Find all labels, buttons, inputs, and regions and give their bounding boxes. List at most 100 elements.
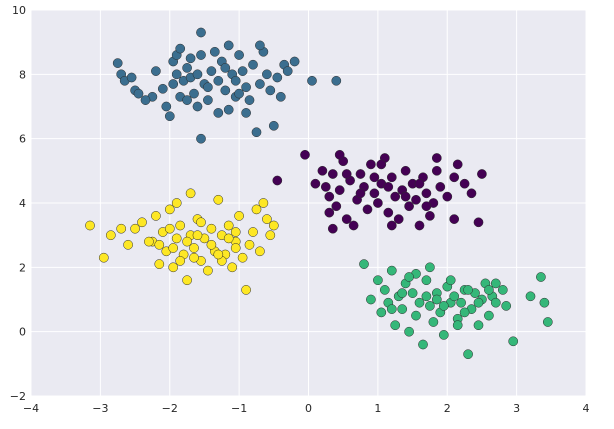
data-point [171,233,182,244]
data-point [157,83,168,94]
data-point [209,46,220,57]
data-point [230,227,241,237]
data-point [331,201,342,212]
data-point [383,182,394,192]
data-point [431,294,442,305]
data-point [386,220,397,231]
data-point [223,104,234,115]
data-point [317,165,328,176]
data-point [251,204,262,215]
data-point [144,236,154,247]
data-point [459,307,470,318]
data-point [171,198,182,208]
x-tick-label: −4 [23,402,39,415]
data-point [182,95,192,105]
data-point [258,198,269,208]
data-point [140,95,151,105]
data-point [241,82,251,93]
data-point [490,297,501,308]
data-point [189,243,199,253]
data-point [355,188,366,199]
y-tick-label: 10 [12,4,26,17]
data-point [425,211,435,221]
data-point [536,272,546,282]
data-point [265,85,276,96]
data-point [151,66,161,76]
data-point [272,175,283,186]
data-point [373,275,383,286]
data-point [477,169,487,179]
data-point [366,294,376,305]
data-point [234,50,244,60]
data-point [164,204,175,215]
data-point [196,217,206,228]
data-point [397,288,408,298]
x-tick-label: 0 [305,402,312,415]
data-point [182,63,192,73]
data-point [438,330,449,340]
y-tick-label: 2 [19,261,26,274]
data-point [182,275,192,286]
data-point [151,211,161,221]
data-point [289,56,300,67]
data-point [213,194,224,205]
data-point [168,79,179,89]
data-point [334,185,345,195]
data-point [255,246,265,257]
data-point [456,297,466,308]
data-point [203,95,213,105]
data-point [182,236,192,247]
data-point [355,169,366,179]
data-point [386,172,397,183]
data-point [334,149,345,160]
data-point [234,211,244,221]
data-point [310,178,321,189]
data-point [196,50,206,60]
data-point [431,165,442,176]
data-point [393,214,404,224]
data-point [404,201,414,212]
data-point [449,172,460,183]
data-point [154,259,165,269]
data-point [466,188,477,199]
data-point [175,256,186,266]
x-tick-label: −1 [231,402,247,415]
y-tick-label: 6 [19,133,26,146]
data-point [185,53,196,64]
data-point [341,169,352,179]
data-point [473,297,484,308]
x-tick-label: 4 [583,402,590,415]
data-point [341,214,352,224]
data-point [223,40,234,51]
data-point [85,220,95,231]
data-point [473,320,484,331]
data-point [227,262,238,273]
data-point [421,201,432,212]
data-point [244,239,255,250]
data-point [452,159,463,170]
data-point [421,291,432,302]
data-point [185,188,196,199]
data-point [116,223,127,234]
data-point [133,88,144,99]
data-point [272,72,283,83]
data-point [241,108,251,118]
y-axis-tick-labels: −2 0 2 4 6 8 10 [10,4,26,403]
data-point [206,223,217,234]
data-point [463,285,473,295]
data-point [324,191,335,202]
data-point [390,191,401,202]
data-point [484,310,494,321]
data-point [300,149,310,160]
data-point [220,63,231,73]
data-point [98,252,109,263]
data-point [220,85,231,96]
y-tick-label: 0 [19,326,26,339]
data-point [438,301,449,311]
data-point [161,101,172,112]
data-point [445,275,456,286]
data-point [154,239,165,250]
data-point [126,72,137,83]
data-point [383,207,394,218]
